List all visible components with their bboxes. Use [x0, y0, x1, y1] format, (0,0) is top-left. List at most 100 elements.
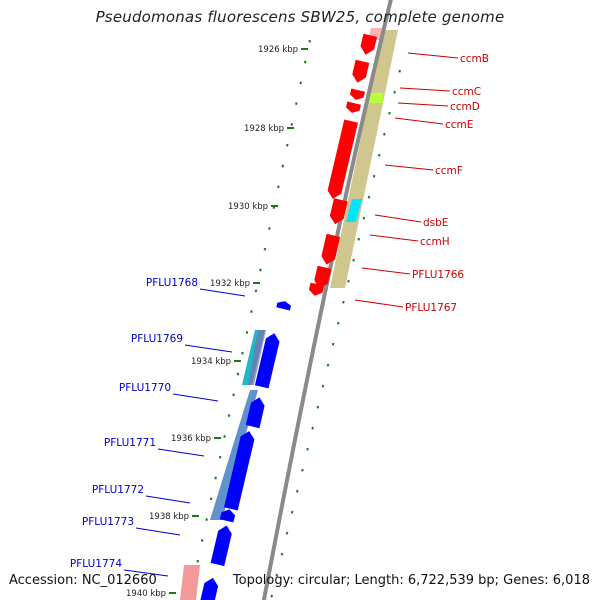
gene-arrow-forward: [360, 33, 378, 55]
label-leader-forward: [374, 214, 422, 223]
label-leader-forward: [407, 52, 459, 59]
tick-mark-outer: [393, 90, 396, 94]
label-layer: 1926 kbp 1928 kbp 1930 kbp 1932 kbp 1934 kbp…: [70, 45, 489, 599]
tick-mark-inner: [263, 247, 267, 251]
tick-mark-inner: [259, 268, 262, 272]
gene-label-forward: PFLU1766: [412, 269, 464, 281]
label-leader-forward: [394, 117, 444, 125]
tick-label: 1930 kbp: [228, 202, 268, 212]
gene-arrow-forward: [346, 101, 361, 113]
gene-label-reverse: PFLU1769: [131, 333, 183, 345]
label-leader-forward: [384, 164, 434, 171]
tick-mark-outer: [398, 69, 401, 73]
gene-arrow-reverse: [245, 397, 265, 429]
label-leader-forward: [361, 267, 411, 275]
tick-mark-inner: [254, 289, 258, 293]
tick-label: 1932 kbp: [210, 279, 250, 289]
topology-text: Topology: circular; Length: 6,722,539 bp…: [232, 573, 590, 588]
tick-mark-inner: [209, 497, 213, 501]
gene-arrow-reverse: [219, 509, 236, 523]
tick-mark-outer: [331, 342, 335, 346]
gene-arrow-reverse: [210, 525, 232, 567]
tick-mark-outer: [285, 531, 289, 535]
gene-label-forward: ccmH: [420, 236, 450, 248]
tick-label: 1926 kbp: [258, 45, 298, 55]
reverse-band-purple: [248, 330, 266, 385]
gene-arrow-forward: [350, 88, 365, 100]
tick-mark-outer: [372, 174, 376, 178]
tick-mark-outer: [270, 594, 273, 598]
gene-arrow-forward: [308, 282, 325, 296]
gene-arrow-reverse: [200, 577, 219, 600]
tick-mark-outer: [377, 153, 381, 157]
ccmD-highlight: [367, 93, 383, 103]
accession-text: Accession: NC_012660: [9, 573, 157, 588]
label-leader-reverse: [199, 288, 246, 297]
label-leader-forward: [354, 299, 404, 308]
gene-label-forward: ccmD: [450, 101, 480, 113]
tick-mark-inner: [200, 538, 204, 542]
gene-label-reverse: PFLU1774: [70, 558, 122, 570]
gene-label-reverse: PFLU1771: [104, 437, 156, 449]
label-leader-forward: [369, 234, 419, 242]
gene-label-forward: PFLU1767: [405, 302, 457, 314]
tick-mark-outer: [357, 237, 361, 241]
dsbE-highlight: [346, 199, 362, 222]
label-leader-reverse: [145, 495, 191, 504]
label-leader-forward: [399, 87, 451, 92]
tick-mark-outer: [326, 363, 330, 367]
tick-mark-outer: [316, 405, 320, 409]
tick-mark-inner: [281, 164, 285, 168]
tick-mark-inner: [268, 226, 271, 230]
tick-mark-inner: [250, 310, 253, 314]
tick-mark-outer: [362, 216, 366, 220]
tick-mark-outer: [367, 195, 371, 199]
gene-label-reverse: PFLU1772: [92, 484, 144, 496]
tick-label: 1928 kbp: [244, 124, 284, 134]
tick-mark-outer: [347, 279, 350, 283]
gene-arrow-forward: [329, 198, 348, 225]
tick-label: 1934 kbp: [191, 357, 231, 367]
gene-label-forward: dsbE: [423, 217, 448, 229]
label-leader-reverse: [135, 527, 181, 536]
tick-mark-inner: [218, 455, 222, 459]
tick-mark-inner: [232, 393, 235, 397]
gene-arrow-forward: [352, 59, 370, 83]
label-leader-reverse: [123, 569, 169, 577]
gene-label-reverse: PFLU1770: [119, 382, 171, 394]
gene-arrow-reverse: [254, 333, 280, 389]
tick-mark-inner: [223, 434, 226, 438]
tick-mark-outer: [280, 552, 284, 556]
tick-mark-outer: [306, 447, 309, 451]
gene-label-forward: ccmC: [452, 86, 481, 98]
tick-mark-inner: [236, 372, 240, 376]
tick-mark-outer: [383, 132, 386, 136]
tick-mark-inner: [299, 81, 303, 85]
tick-mark-outer: [321, 384, 325, 388]
tick-mark-inner: [227, 414, 231, 418]
tick-mark-inner: [294, 102, 298, 106]
tick-mark-inner: [245, 330, 249, 334]
tick-mark-outer: [301, 468, 304, 472]
tick-mark-outer: [275, 573, 279, 577]
tick-mark-inner: [196, 559, 199, 563]
tick-mark-inner: [277, 185, 280, 189]
gene-layer: [200, 33, 378, 600]
tick-mark-inner: [205, 518, 208, 522]
label-leader-reverse: [184, 344, 233, 353]
feature-band-layer: [180, 28, 398, 600]
gene-arrow-reverse: [276, 301, 291, 311]
tick-mark-inner: [214, 476, 217, 480]
gene-label-reverse: PFLU1773: [82, 516, 134, 528]
gene-label-forward: ccmF: [435, 165, 463, 177]
tick-mark-outer: [388, 111, 391, 115]
gene-arrow-forward: [321, 233, 341, 265]
gene-arrow-reverse: [224, 431, 255, 511]
tick-mark-outer: [352, 258, 355, 262]
gene-label-forward: ccmE: [445, 119, 473, 131]
tick-mark-outer: [311, 426, 314, 430]
tick-layer: [169, 39, 401, 598]
reverse-cds-band: [210, 390, 258, 520]
tick-mark-inner: [241, 351, 244, 355]
